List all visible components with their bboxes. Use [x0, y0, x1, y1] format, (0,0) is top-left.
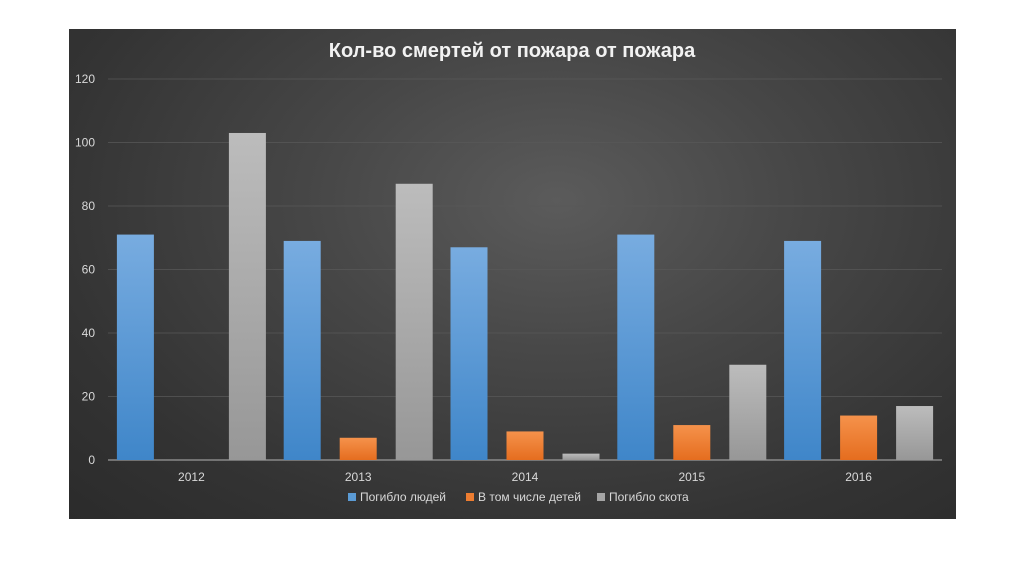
y-tick-label: 40 — [82, 326, 96, 340]
y-tick-label: 20 — [82, 390, 96, 404]
bar-2014-series-1 — [506, 431, 544, 460]
chart-title: Кол-во смертей от пожара от пожара — [329, 40, 696, 62]
legend-swatch-series-0 — [348, 493, 356, 501]
bar-2014-series-0 — [450, 247, 488, 460]
bar-2016-series-2 — [896, 406, 934, 460]
x-tick-label: 2016 — [845, 470, 872, 484]
bar-2013-series-2 — [395, 183, 433, 460]
bar-2013-series-1 — [339, 437, 377, 460]
x-tick-label: 2013 — [345, 470, 372, 484]
bar-2012-series-0 — [116, 234, 154, 460]
legend-swatch-series-1 — [466, 493, 474, 501]
legend-label-series-2: Погибло скота — [609, 490, 689, 504]
y-tick-label: 60 — [82, 263, 96, 277]
y-axis-tick-labels: 0 20 40 60 80 100 120 — [75, 72, 95, 467]
legend-label-series-1: В том числе детей — [478, 490, 581, 504]
bar-2015-series-1 — [673, 425, 711, 460]
x-tick-label: 2012 — [178, 470, 205, 484]
bar-chart: Кол-во смертей от пожара от пожара 0 20 40… — [75, 40, 942, 504]
bar-2016-series-0 — [784, 240, 822, 460]
x-tick-label: 2015 — [678, 470, 705, 484]
bar-2016-series-1 — [840, 415, 878, 460]
x-axis-tick-labels: 2012 2013 2014 2015 2016 — [178, 470, 872, 484]
x-tick-label: 2014 — [512, 470, 539, 484]
legend: Погибло людей В том числе детей Погибло ск… — [348, 490, 689, 504]
y-tick-label: 100 — [75, 136, 95, 150]
chart-panel: Кол-во смертей от пожара от пожара 0 20 40… — [69, 29, 956, 519]
bar-2013-series-0 — [283, 240, 321, 460]
bar-2012-series-2 — [228, 132, 266, 460]
y-tick-label: 0 — [88, 453, 95, 467]
bars — [116, 132, 934, 460]
legend-label-series-0: Погибло людей — [360, 490, 446, 504]
bar-2014-series-2 — [562, 453, 600, 460]
bar-2015-series-0 — [617, 234, 655, 460]
y-tick-label: 120 — [75, 72, 95, 86]
legend-swatch-series-2 — [597, 493, 605, 501]
y-tick-label: 80 — [82, 199, 96, 213]
bar-2015-series-2 — [729, 364, 767, 460]
